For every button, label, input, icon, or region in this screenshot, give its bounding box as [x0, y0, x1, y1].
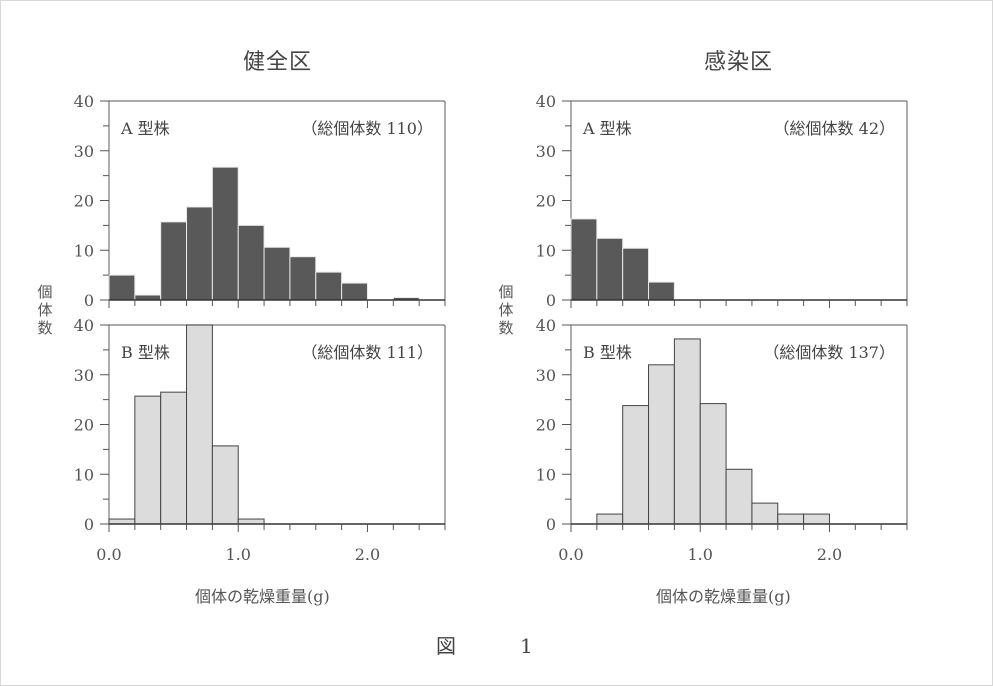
histogram-bar — [186, 324, 213, 525]
histogram-bar — [570, 218, 598, 301]
histogram-panel: 0 10 20 30 40 0.0 1.0 2.0 B 型株 （総個体数 111） — [74, 316, 446, 564]
y-tick-label: 0 — [84, 291, 94, 310]
y-tick-label: 0 — [546, 291, 556, 310]
x-axis-label-infected: 個体の乾燥重量(g) — [656, 587, 791, 606]
y-tick-label: 40 — [536, 92, 556, 111]
histogram-bar — [751, 502, 779, 525]
y-tick-label: 0 — [84, 515, 94, 534]
histogram-bar — [289, 256, 317, 301]
histogram-bar — [777, 513, 805, 525]
histogram-panel: 0 10 20 30 40 A 型株 （総個体数 110） — [74, 92, 446, 310]
y-tick-label: 10 — [74, 241, 94, 260]
y-axis-label-healthy: 個体数 — [36, 283, 54, 337]
y-tick-label: 20 — [536, 416, 556, 435]
y-tick-label: 30 — [74, 366, 94, 385]
panel-title-healthy: 健全区 — [243, 50, 313, 75]
y-tick-label: 20 — [536, 192, 556, 211]
histogram-bar — [803, 513, 830, 525]
x-tick-label: 0.0 — [96, 545, 121, 564]
y-tick-label: 40 — [74, 92, 94, 111]
y-tick-label: 20 — [74, 192, 94, 211]
histogram-bar — [596, 237, 624, 301]
histogram-bar — [699, 403, 727, 525]
y-tick-label: 10 — [536, 465, 556, 484]
histogram-bar — [186, 206, 213, 301]
x-tick-label: 1.0 — [688, 545, 713, 564]
strain-label: B 型株 — [583, 343, 632, 362]
histogram-bar — [237, 224, 265, 301]
y-tick-label: 40 — [74, 316, 94, 335]
histogram-bar — [596, 513, 624, 525]
total-count-label: （総個体数 137） — [763, 343, 895, 362]
histogram-bar — [648, 281, 675, 301]
histogram-bar — [160, 391, 188, 525]
x-axis-label-healthy: 個体の乾燥重量(g) — [195, 587, 330, 606]
histogram-bar — [211, 445, 239, 525]
y-tick-label: 10 — [536, 241, 556, 260]
y-axis-label-text: 個体数 — [37, 283, 53, 337]
y-tick-label: 30 — [74, 142, 94, 161]
y-tick-label: 40 — [536, 316, 556, 335]
y-tick-label: 0 — [546, 515, 556, 534]
histogram-panel: 0 10 20 30 40 0.0 1.0 2.0 B 型株 （総個体数 137） — [536, 316, 908, 564]
histogram-bar — [622, 405, 650, 525]
y-tick-label: 20 — [74, 416, 94, 435]
y-axis-label-infected: 個体数 — [497, 283, 515, 337]
histogram-bar — [160, 221, 188, 301]
y-tick-label: 10 — [74, 465, 94, 484]
total-count-label: （総個体数 110） — [301, 119, 433, 138]
histogram-panel: 0 10 20 30 40 A 型株 （総個体数 42） — [536, 92, 908, 310]
histogram-bar — [108, 274, 136, 301]
y-axis-label-text: 個体数 — [498, 283, 514, 337]
histogram-bar — [263, 246, 291, 301]
total-count-label: （総個体数 42） — [774, 119, 895, 138]
x-tick-label: 1.0 — [226, 545, 251, 564]
x-tick-label: 2.0 — [817, 545, 842, 564]
histogram-bar — [134, 395, 162, 525]
histogram-bar — [725, 468, 753, 525]
strain-label: B 型株 — [121, 343, 170, 362]
panel-title-infected: 感染区 — [704, 50, 774, 75]
histogram-bar — [341, 282, 368, 301]
strain-label: A 型株 — [582, 119, 632, 138]
histogram-bar — [211, 166, 239, 301]
y-tick-label: 30 — [536, 142, 556, 161]
strain-label: A 型株 — [120, 119, 170, 138]
y-tick-label: 30 — [536, 366, 556, 385]
total-count-label: （総個体数 111） — [301, 343, 433, 362]
histogram-bar — [648, 364, 675, 525]
histogram-bar — [622, 247, 650, 301]
histogram-bar — [673, 338, 701, 525]
figure-caption: 図 1 — [436, 634, 555, 658]
histogram-bar — [315, 271, 343, 301]
x-tick-label: 2.0 — [355, 545, 380, 564]
x-tick-label: 0.0 — [558, 545, 583, 564]
